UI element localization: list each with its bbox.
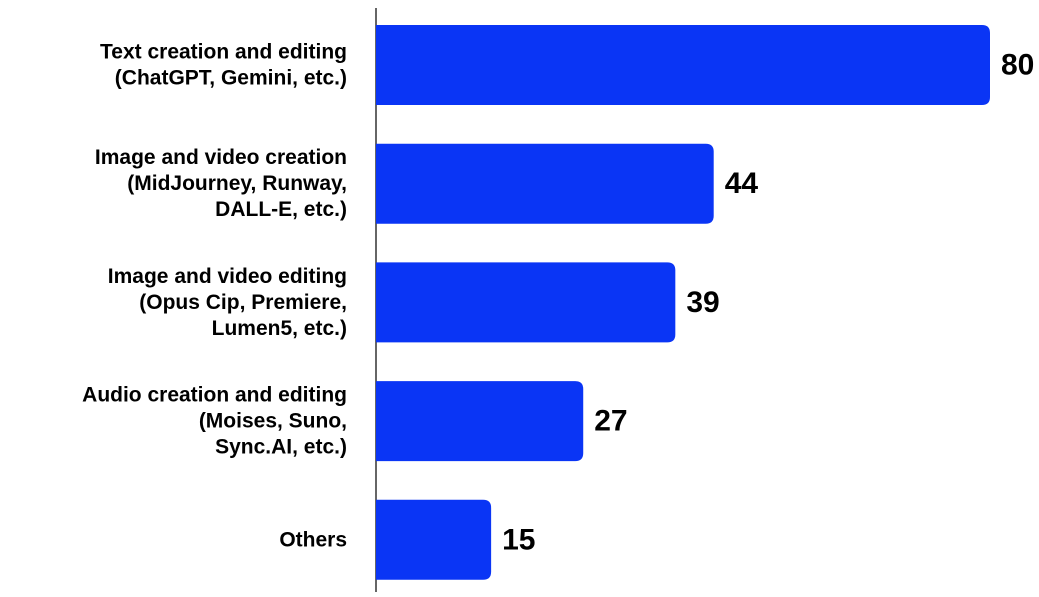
category-label-line: (Moises, Suno, bbox=[199, 410, 347, 433]
bar-image-and-video-editing bbox=[376, 262, 676, 343]
category-label-others: Others bbox=[279, 528, 347, 551]
category-label-line: Lumen5, etc.) bbox=[212, 317, 347, 340]
bar-audio-creation-and-editing bbox=[376, 381, 584, 462]
value-label-audio-creation-and-editing: 27 bbox=[594, 405, 627, 438]
bars-group bbox=[376, 25, 990, 580]
value-label-image-and-video-creation: 44 bbox=[725, 167, 759, 200]
category-labels-group: Text creation and editing (ChatGPT, Gemin… bbox=[82, 41, 347, 552]
category-label-line: Image and video editing bbox=[108, 265, 347, 288]
category-label-text-creation-and-editing: Text creation and editing (ChatGPT, Gemin… bbox=[100, 41, 347, 90]
category-label-line: Others bbox=[279, 528, 347, 551]
category-label-line: (ChatGPT, Gemini, etc.) bbox=[115, 67, 347, 90]
category-label-image-and-video-editing: Image and video editing (Opus Cip, Premie… bbox=[108, 265, 347, 340]
category-label-audio-creation-and-editing: Audio creation and editing (Moises, Suno,… bbox=[82, 384, 347, 459]
category-label-line: Audio creation and editing bbox=[82, 384, 347, 407]
bar-text-creation-and-editing bbox=[376, 25, 990, 105]
value-label-text-creation-and-editing: 80 bbox=[1001, 49, 1034, 82]
category-label-line: (MidJourney, Runway, bbox=[127, 172, 347, 195]
value-label-image-and-video-editing: 39 bbox=[686, 286, 719, 319]
value-labels-group: 80 44 39 27 15 bbox=[502, 49, 1034, 557]
bar-others bbox=[376, 499, 492, 580]
category-label-line: DALL-E, etc.) bbox=[215, 198, 347, 221]
category-label-image-and-video-creation: Image and video creation (MidJourney, Run… bbox=[95, 146, 347, 221]
value-label-others: 15 bbox=[502, 523, 535, 556]
bar-image-and-video-creation bbox=[376, 143, 714, 224]
category-label-line: (Opus Cip, Premiere, bbox=[139, 291, 347, 314]
category-label-line: Text creation and editing bbox=[100, 41, 347, 64]
category-label-line: Image and video creation bbox=[95, 146, 347, 169]
category-label-line: Sync.AI, etc.) bbox=[215, 436, 347, 459]
